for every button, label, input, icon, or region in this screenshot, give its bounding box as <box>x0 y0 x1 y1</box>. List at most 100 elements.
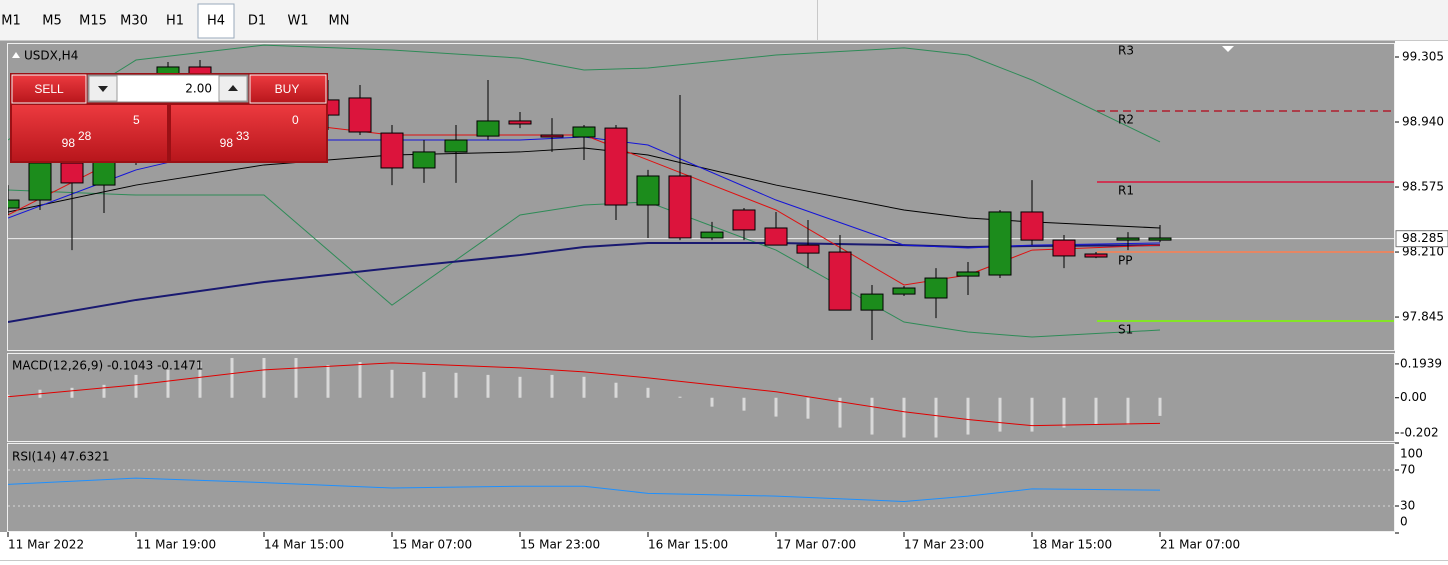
y-tick-label: 70 <box>1400 463 1415 477</box>
indicator-line <box>8 241 1161 324</box>
timeframe-button[interactable]: H1 <box>166 14 184 29</box>
candle-body <box>860 293 884 311</box>
timeframe-button[interactable]: M1 <box>1 14 21 29</box>
pivot-label: PP <box>1118 254 1132 268</box>
macd-bar <box>198 361 202 398</box>
timeframe-button[interactable]: M30 <box>120 14 148 29</box>
candle-body <box>476 120 500 137</box>
bid-box[interactable] <box>12 105 167 161</box>
candle-body <box>444 139 468 153</box>
y-tick-label: 97.845 <box>1402 310 1444 324</box>
macd-bar <box>166 369 170 398</box>
ask-small: 0 <box>292 113 299 127</box>
trade-panel: SELL 2.00 BUY 98 28 5 98 33 0 <box>10 73 328 163</box>
timeframe-button[interactable]: D1 <box>248 14 266 29</box>
macd-panel-frame <box>7 353 1395 442</box>
toolbar <box>0 0 1448 41</box>
ask-box[interactable] <box>171 105 326 161</box>
candle-body <box>8 199 20 209</box>
active-timeframe[interactable] <box>197 3 235 39</box>
x-tick-label: 15 Mar 07:00 <box>392 538 472 552</box>
timeframe-button[interactable]: M15 <box>79 14 107 29</box>
x-tick-label: 16 Mar 15:00 <box>648 538 728 552</box>
candle-body <box>412 151 436 169</box>
macd-bar <box>934 397 938 438</box>
volume-input[interactable]: 2.00 <box>185 82 212 96</box>
macd-bar <box>998 397 1002 432</box>
up-arrow <box>228 85 238 91</box>
y-tick-label: 0 <box>1400 515 1408 529</box>
rsi-label: RSI(14) 47.6321 <box>12 450 110 464</box>
macd-bar <box>358 361 362 398</box>
candle-body <box>732 209 756 231</box>
pivot-label: S1 <box>1118 322 1133 336</box>
candle-body <box>668 175 692 239</box>
main-panel-frame <box>7 43 1395 351</box>
title-arrow <box>12 52 20 58</box>
rsi-plot <box>8 469 1394 507</box>
timeframe-button[interactable]: W1 <box>287 14 308 29</box>
macd-bar <box>1030 397 1034 432</box>
main-plot <box>8 44 1394 341</box>
macd-bar <box>806 397 810 419</box>
candle-body <box>1116 237 1140 241</box>
candle-body <box>1084 253 1108 258</box>
macd-bar <box>678 396 682 398</box>
macd-plot <box>8 357 1162 438</box>
y-tick-label: 98.575 <box>1402 180 1444 194</box>
price-tag <box>1395 230 1448 248</box>
candle-body <box>540 134 564 138</box>
down-arrow <box>98 86 108 92</box>
current-price-label: 98.285 <box>1402 231 1444 245</box>
candle-body <box>28 162 52 201</box>
macd-bar <box>1126 397 1130 425</box>
x-tick-label: 21 Mar 07:00 <box>1160 538 1240 552</box>
sell-label: SELL <box>34 82 64 96</box>
ask-main: 33 <box>236 129 250 143</box>
macd-bar <box>1158 397 1162 416</box>
macd-bar <box>1094 397 1098 425</box>
macd-bar <box>1062 397 1066 428</box>
timeframe-button[interactable]: MN <box>329 14 350 29</box>
macd-bar <box>710 397 714 407</box>
candle-body <box>60 162 84 184</box>
timeframe-button[interactable]: H4 <box>207 14 225 29</box>
rsi-line <box>8 477 1161 503</box>
indicator-line <box>8 44 1161 143</box>
buy-label: BUY <box>275 82 300 96</box>
x-tick-label: 14 Mar 15:00 <box>264 538 344 552</box>
bid-small: 5 <box>133 113 140 127</box>
macd-bar <box>774 397 778 417</box>
macd-bar <box>486 374 490 398</box>
macd-bar <box>518 376 522 398</box>
candle-body <box>380 132 404 169</box>
macd-bar <box>230 357 234 398</box>
x-tick-label: 11 Mar 19:00 <box>136 538 216 552</box>
candle-body <box>828 251 852 311</box>
pivot-label: R1 <box>1118 184 1134 198</box>
y-tick-label: 99.305 <box>1402 50 1444 64</box>
candle-body <box>764 227 788 246</box>
candle-body <box>956 271 980 277</box>
sell-button[interactable] <box>11 74 87 104</box>
macd-bar <box>294 357 298 398</box>
macd-bar <box>454 372 458 398</box>
y-tick-label: 0.1939 <box>1400 356 1442 370</box>
macd-label: MACD(12,26,9) -0.1043 -0.1471 <box>12 359 203 373</box>
timeframe-bar: M1 M5 M15 M30 H1 H4 D1 W1 MN <box>1 3 350 39</box>
macd-bar <box>742 397 746 411</box>
y-tick-label: 0.00 <box>1400 390 1427 404</box>
candle-body <box>892 287 916 295</box>
macd-bar <box>870 397 874 435</box>
macd-bar <box>102 384 106 398</box>
candle-body <box>92 159 116 186</box>
macd-bar <box>390 369 394 398</box>
candle-body <box>508 120 532 125</box>
timeframe-button[interactable]: M5 <box>42 14 62 29</box>
macd-bar <box>134 374 138 398</box>
candle-body <box>1148 237 1172 241</box>
buy-button[interactable] <box>249 74 327 104</box>
macd-bar <box>422 371 426 398</box>
pivot-label: R2 <box>1118 112 1134 126</box>
